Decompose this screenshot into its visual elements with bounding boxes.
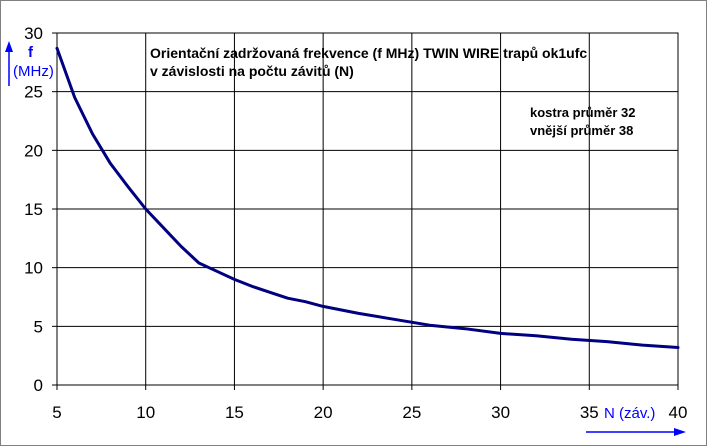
x-tick-label: 35 <box>580 403 599 422</box>
y-axis-label-line-1: f <box>28 44 34 61</box>
y-tick-label: 10 <box>24 259 43 278</box>
x-tick-label: 20 <box>314 403 333 422</box>
y-tick-label: 15 <box>24 200 43 219</box>
x-tick-label: 15 <box>225 403 244 422</box>
x-tick-label: 30 <box>491 403 510 422</box>
y-tick-label: 30 <box>24 24 43 43</box>
chart-title-line-1: Orientační zadržovaná frekvence (f MHz) … <box>150 45 587 61</box>
y-axis-label-line-2: (MHz) <box>13 63 54 80</box>
series-line <box>55 46 680 349</box>
annotation-line-1: kostra průměr 32 <box>530 105 636 120</box>
x-tick-label: 10 <box>136 403 155 422</box>
chart-title-line-2: v závislosti na počtu závitů (N) <box>150 63 354 79</box>
annotation-line-2: vnější průměr 38 <box>530 123 633 138</box>
x-tick-label: 25 <box>402 403 421 422</box>
series-layer <box>55 46 680 349</box>
x-axis-arrow-head <box>674 428 686 436</box>
x-tick-label: 40 <box>669 403 688 422</box>
x-tick-label: 5 <box>52 403 61 422</box>
y-tick-label: 25 <box>24 83 43 102</box>
y-tick-label: 5 <box>34 317 43 336</box>
grid <box>57 33 678 385</box>
y-tick-label: 20 <box>24 141 43 160</box>
x-axis-label: N (záv.) <box>604 405 655 422</box>
y-axis-arrow-head <box>5 41 13 52</box>
y-tick-label: 0 <box>34 376 43 395</box>
